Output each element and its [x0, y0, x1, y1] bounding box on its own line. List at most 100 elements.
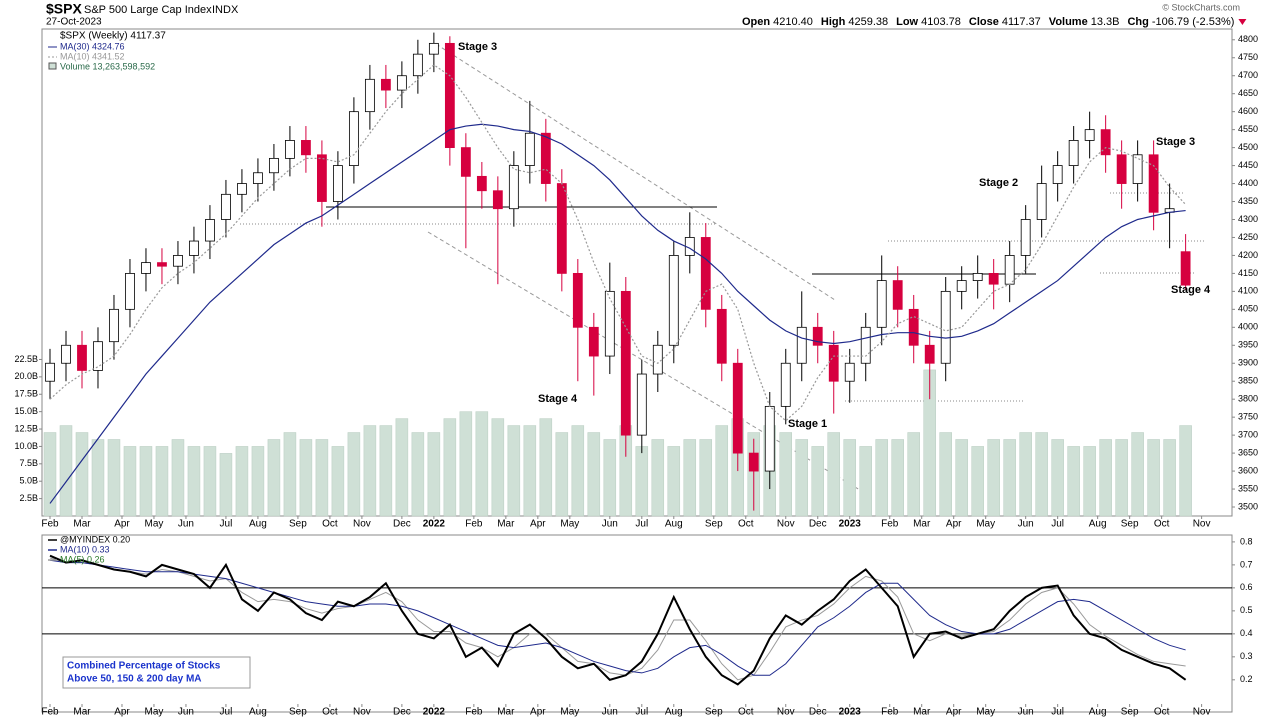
x-tick-label: Feb: [881, 519, 899, 530]
candle-body: [700, 237, 711, 310]
candle-body: [412, 53, 423, 77]
candle-body: [796, 326, 807, 364]
x-tick-label: Feb: [881, 707, 899, 718]
candle-body: [380, 78, 391, 91]
x-tick-label: Sep: [1121, 707, 1139, 718]
volume-bar: [443, 418, 457, 517]
quote-value: -106.79 (-2.53%): [1152, 16, 1235, 28]
candle-body: [364, 78, 375, 113]
candle-body: [301, 140, 311, 156]
dotted-levels: [240, 192, 1205, 402]
volume-bar: [331, 446, 345, 517]
x-tick-label: Apr: [114, 519, 130, 530]
volume-bar: [1099, 439, 1112, 517]
candle-body: [780, 362, 791, 407]
x-tick-label: Nov: [1193, 707, 1211, 718]
candle-body: [1084, 129, 1095, 141]
volume-bar: [875, 439, 888, 517]
candle-body: [396, 75, 407, 91]
candle-body: [1052, 165, 1063, 184]
x-tick-label: Aug: [249, 519, 267, 530]
y-tick-label: 0.2: [1240, 674, 1253, 684]
volume-bar: [811, 446, 824, 517]
x-tick-label: Nov: [777, 519, 795, 530]
candle-body: [317, 154, 327, 202]
quote-value: 4103.78: [921, 16, 961, 28]
candle-body: [764, 405, 775, 472]
volume-bar: [1179, 425, 1192, 517]
y-tick-label: 4300: [1238, 214, 1258, 224]
volume-bar: [779, 432, 792, 517]
x-tick-label: Mar: [497, 707, 515, 718]
support-lines: [326, 206, 1036, 275]
y-tick-label: 0.8: [1240, 536, 1253, 546]
ma-line: [49, 64, 1187, 422]
volume-bar: [555, 432, 569, 517]
x-tick-label: Jul: [220, 519, 233, 530]
volume-bar: [43, 432, 57, 517]
x-tick-label: Nov: [777, 707, 795, 718]
candle-body: [157, 262, 167, 267]
y-tick-label: 4750: [1238, 52, 1258, 62]
volume-bar: [1083, 446, 1096, 517]
volume-bar: [571, 425, 585, 517]
volume-bar: [491, 418, 505, 517]
volume-bar: [139, 446, 153, 517]
volume-bar: [219, 453, 233, 517]
x-tick-label: Oct: [738, 707, 754, 718]
volume-bar: [651, 439, 665, 517]
candle-body: [173, 255, 183, 267]
legend-entry: MA(10) 0.33: [60, 544, 110, 554]
annotation: Stage 1: [788, 418, 827, 430]
volume-bar: [427, 432, 441, 517]
candle-body: [620, 290, 631, 436]
candle-body: [844, 362, 855, 382]
volume-bar: [299, 439, 313, 517]
y-tick-label: 3650: [1238, 447, 1258, 457]
x-tick-label: Oct: [1154, 707, 1170, 718]
candle-body: [45, 362, 55, 382]
candle-body: [876, 280, 887, 328]
x-tick-label: Apr: [114, 707, 130, 718]
volume-bar: [587, 432, 601, 517]
legend-swatch: [48, 62, 57, 70]
candle-body: [668, 255, 679, 346]
volume-bar: [539, 418, 553, 517]
volume-bar: [363, 425, 377, 517]
note-box: [62, 656, 251, 689]
y-tick-label: 4100: [1238, 286, 1258, 296]
candle-body: [748, 452, 759, 472]
y-tick-label: 4650: [1238, 88, 1258, 98]
x-tick-label: Mar: [73, 707, 91, 718]
volume-bar: [75, 432, 89, 517]
candle-body: [1148, 154, 1159, 213]
y-tick-label: 3500: [1238, 501, 1258, 511]
candle-body: [556, 183, 567, 274]
x-tick-label: 2022: [423, 707, 446, 718]
candle-body: [492, 190, 503, 210]
x-tick-label: 2023: [839, 707, 862, 718]
candle-body: [908, 308, 919, 346]
candle-body: [1036, 183, 1047, 220]
y-tick-label: 3550: [1238, 483, 1258, 493]
x-tick-label: Feb: [465, 707, 483, 718]
annotation: Stage 4: [1171, 284, 1211, 296]
candle-body: [988, 272, 999, 285]
x-tick-label: Oct: [738, 519, 754, 530]
volume-bar: [1131, 432, 1144, 517]
x-tick-label: Jul: [1051, 707, 1064, 718]
x-tick-label: Apr: [530, 519, 546, 530]
x-tick-label: Aug: [665, 707, 683, 718]
candle-body: [1068, 140, 1079, 166]
candle-body: [940, 290, 951, 364]
x-tick-label: Mar: [497, 519, 515, 530]
legend-entry: Volume 13,263,598,592: [60, 61, 155, 71]
volume-bar: [827, 432, 840, 517]
y2-tick-label: 12.5B: [14, 423, 38, 433]
legend-entry: MA(30) 4324.76: [60, 41, 125, 51]
y-tick-label: 0.4: [1240, 628, 1253, 638]
x-tick-label: Aug: [665, 519, 683, 530]
x-tick-label: Dec: [809, 519, 827, 530]
volume-bar: [59, 425, 73, 517]
annotation: Stage 3: [458, 41, 497, 53]
